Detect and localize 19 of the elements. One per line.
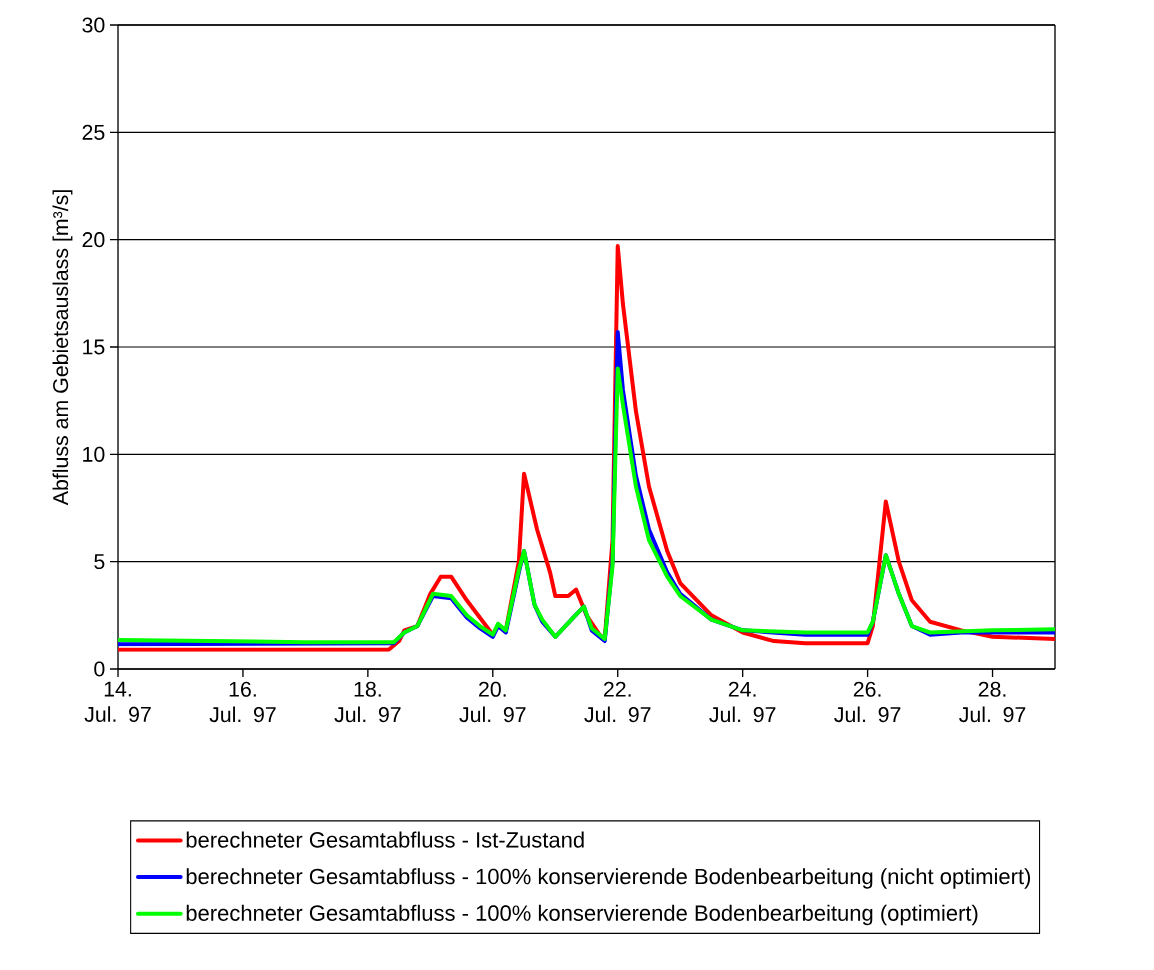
y-tick-label: 25 <box>82 124 105 140</box>
y-axis-title: Abfluss am Gebietsauslass [m³/s] <box>52 190 73 506</box>
y-tick-label: 20 <box>82 232 105 248</box>
x-tick-label: 22. Jul. 97 <box>584 681 651 723</box>
legend-label: berechneter Gesamtabfluss - 100% konservierende Bodenbearbeitung (optimiert) <box>186 904 978 926</box>
y-tick-label: 15 <box>83 339 105 355</box>
y-tick-label: 0 <box>94 661 105 677</box>
x-tick-label: 18. Jul. 97 <box>334 681 401 723</box>
y-tick-label: 10 <box>83 446 105 462</box>
y-tick-label: 30 <box>82 17 105 33</box>
legend-label: berechneter Gesamtabfluss - 100% konservierende Bodenbearbeitung (nicht optimiert) <box>186 868 1031 889</box>
x-tick-label: 24. Jul. 97 <box>709 681 776 723</box>
x-tick-label: 26. Jul. 97 <box>834 681 901 723</box>
x-tick-label: 20. Jul. 97 <box>459 681 526 723</box>
y-tick-label: 5 <box>94 554 105 570</box>
x-tick-label: 16. Jul. 97 <box>209 681 276 723</box>
x-tick-label: 28. Jul. 97 <box>959 681 1026 723</box>
legend-label: berechneter Gesamtabfluss - Ist-Zustand <box>186 831 584 848</box>
x-tick-label: 14. Jul. 97 <box>84 681 151 722</box>
